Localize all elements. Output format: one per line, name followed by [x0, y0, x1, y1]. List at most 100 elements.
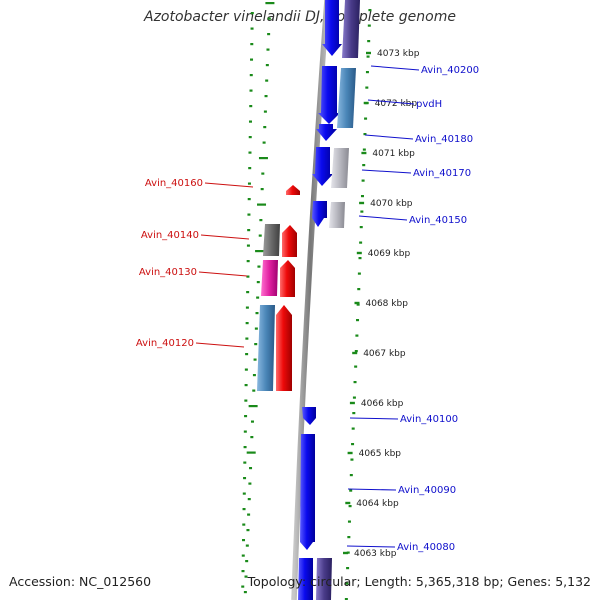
tick-mark: [345, 501, 351, 505]
guide-dot: [355, 334, 359, 337]
guide-dot: [249, 74, 253, 77]
tick-label: 4070 kbp: [370, 199, 413, 209]
guide-dot: [254, 327, 258, 330]
gene-arrow-avin-40170: [312, 147, 333, 186]
tick-mark: [361, 151, 367, 155]
cds-bar: [263, 224, 280, 256]
guide-dot: [359, 241, 363, 244]
gene-label-avin_40200: Avin_40200: [421, 65, 479, 76]
map-title: Azotobacter vinelandii DJ, complete geno…: [144, 9, 456, 25]
guide-dot: [241, 570, 245, 573]
gene-arrow-avin-40130: [280, 260, 295, 297]
guide-dot: [250, 43, 254, 46]
guide-dot: [363, 133, 367, 136]
gene-arrow-avin-40140: [282, 225, 297, 257]
cds-bar: [257, 305, 275, 391]
guide-dot: [248, 151, 252, 154]
genome-backbone: [291, 0, 330, 600]
guide-dot: [256, 296, 260, 299]
guide-dot: [248, 136, 252, 139]
reverse-gene-labels: Avin_40160 Avin_40140 Avin_40130 Avin_40120: [136, 178, 254, 349]
guide-dot: [254, 343, 258, 346]
leader-line: [198, 271, 248, 277]
accession-text: Accession: NC_012560: [9, 574, 152, 589]
gene-arrow-avin-40160: [286, 185, 300, 195]
gene-label-avin_40160: Avin_40160: [145, 178, 203, 189]
leader-line: [364, 134, 414, 140]
guide-dot: [365, 86, 369, 89]
tick-mark: [343, 551, 348, 555]
guide-dot: [366, 55, 370, 58]
gene-arrow-avin-40120: [276, 305, 292, 391]
guide-dot: [348, 505, 352, 508]
guide-dot: [247, 198, 251, 201]
guide-dot: [242, 523, 246, 526]
guide-dot: [263, 126, 267, 129]
guide-dot: [267, 17, 271, 20]
guide-dot: [243, 477, 247, 480]
guide-dot: [245, 560, 249, 563]
guide-dot: [267, 33, 271, 36]
guide-dot: [345, 582, 349, 585]
gene-arrow-pvdh: [316, 124, 337, 141]
guide-dot: [368, 9, 372, 12]
tick-mark: [347, 451, 353, 455]
tick-label: 4065 kbp: [359, 449, 402, 459]
guide-dot: [258, 234, 262, 237]
guide-dot: [250, 27, 254, 30]
cds-bar: [329, 202, 345, 228]
cds-bar: [342, 0, 360, 58]
guide-dot: [255, 312, 259, 315]
gene-arrow: [322, 0, 342, 56]
guide-dot: [261, 172, 265, 175]
guide-dot: [362, 164, 366, 167]
guide-dot: [265, 2, 275, 5]
gene-label-avin_40180: Avin_40180: [415, 134, 473, 145]
guide-dot: [262, 141, 266, 144]
kbp-ticks: 4073 kbp 4072 kbp 4071 kbp 4070 kbp 4069 kbp…: [343, 49, 420, 559]
gene-arrow-avin-40200: [318, 66, 340, 124]
guide-dot: [245, 337, 249, 340]
tick-label: 4072 kbp: [375, 99, 418, 109]
gene-label-avin_40100: Avin_40100: [400, 414, 458, 425]
guide-dot: [346, 551, 350, 554]
guide-dot: [367, 40, 371, 43]
guide-dot: [257, 203, 267, 206]
gene-arrow-avin-40100: [302, 407, 316, 425]
gene-label-pvdh: pvdH: [416, 99, 442, 110]
guide-dot: [347, 536, 351, 539]
guide-dot: [243, 446, 247, 449]
guide-dot: [265, 79, 269, 82]
leader-line: [349, 417, 399, 420]
guide-dot: [246, 291, 250, 294]
guide-dot: [252, 389, 256, 392]
cds-bar: [261, 260, 278, 296]
tick-mark: [363, 101, 369, 105]
guide-dot: [241, 585, 245, 588]
tick-label: 4066 kbp: [361, 399, 404, 409]
tick-mark: [366, 51, 371, 55]
guide-dot: [359, 226, 363, 229]
tick-mark: [356, 251, 362, 255]
guide-dot: [250, 12, 254, 15]
leader-line: [370, 65, 420, 71]
forward-cds: [316, 0, 360, 600]
guide-dot: [265, 64, 269, 67]
guide-dot: [241, 554, 245, 557]
gene-label-avin_40150: Avin_40150: [409, 215, 467, 226]
guide-dot: [264, 95, 268, 98]
gene-label-avin_40120: Avin_40120: [136, 338, 194, 349]
guide-dot: [349, 474, 353, 477]
guide-dot: [248, 482, 252, 485]
cds-bar: [331, 148, 349, 188]
guide-dot: [250, 58, 254, 61]
guide-dot: [351, 443, 355, 446]
guide-dot: [246, 451, 256, 454]
leader-line: [200, 234, 250, 240]
guide-dot: [266, 48, 270, 51]
guide-dot: [357, 272, 361, 275]
leader-line: [347, 488, 397, 491]
guide-dot: [356, 303, 360, 306]
guide-dot: [245, 322, 249, 325]
tick-label: 4073 kbp: [377, 49, 420, 59]
